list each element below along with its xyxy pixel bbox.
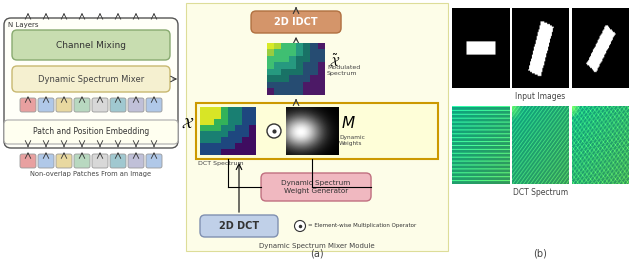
FancyBboxPatch shape bbox=[56, 98, 72, 112]
Text: DCT Spectrum: DCT Spectrum bbox=[513, 188, 568, 197]
FancyBboxPatch shape bbox=[128, 154, 144, 168]
Text: 2D IDCT: 2D IDCT bbox=[274, 17, 318, 27]
FancyBboxPatch shape bbox=[200, 215, 278, 237]
FancyBboxPatch shape bbox=[128, 98, 144, 112]
Text: Dynamic Spectrum Mixer: Dynamic Spectrum Mixer bbox=[38, 75, 144, 83]
FancyBboxPatch shape bbox=[110, 98, 126, 112]
FancyBboxPatch shape bbox=[20, 154, 36, 168]
Text: $\tilde{\mathcal{X}}$: $\tilde{\mathcal{X}}$ bbox=[329, 53, 340, 69]
Text: (a): (a) bbox=[310, 248, 324, 258]
FancyBboxPatch shape bbox=[12, 30, 170, 60]
Bar bbox=[186, 3, 448, 251]
FancyBboxPatch shape bbox=[12, 66, 170, 92]
Text: (b): (b) bbox=[534, 248, 547, 258]
Text: N Layers: N Layers bbox=[8, 22, 38, 28]
FancyBboxPatch shape bbox=[38, 154, 54, 168]
FancyBboxPatch shape bbox=[74, 98, 90, 112]
Text: Patch and Position Embedding: Patch and Position Embedding bbox=[33, 127, 149, 136]
Bar bbox=[196, 103, 438, 159]
Text: Dynamic Spectrum Mixer Module: Dynamic Spectrum Mixer Module bbox=[259, 243, 375, 249]
FancyBboxPatch shape bbox=[56, 154, 72, 168]
Circle shape bbox=[294, 220, 305, 231]
Text: Input Images: Input Images bbox=[515, 92, 566, 101]
Text: $M$: $M$ bbox=[341, 115, 356, 131]
Text: 2D DCT: 2D DCT bbox=[219, 221, 259, 231]
FancyBboxPatch shape bbox=[38, 98, 54, 112]
FancyBboxPatch shape bbox=[146, 98, 162, 112]
FancyBboxPatch shape bbox=[92, 98, 108, 112]
Text: DCT Spectrum: DCT Spectrum bbox=[198, 161, 244, 166]
FancyBboxPatch shape bbox=[146, 154, 162, 168]
FancyBboxPatch shape bbox=[74, 154, 90, 168]
FancyBboxPatch shape bbox=[4, 120, 178, 144]
FancyBboxPatch shape bbox=[261, 173, 371, 201]
Text: $\mathcal{X}$: $\mathcal{X}$ bbox=[180, 115, 194, 131]
Text: = Element-wise Multiplication Operator: = Element-wise Multiplication Operator bbox=[308, 224, 416, 229]
FancyBboxPatch shape bbox=[92, 154, 108, 168]
Text: Dynamic Spectrum
Weight Generator: Dynamic Spectrum Weight Generator bbox=[282, 180, 351, 193]
FancyBboxPatch shape bbox=[4, 18, 178, 148]
FancyBboxPatch shape bbox=[110, 154, 126, 168]
FancyBboxPatch shape bbox=[251, 11, 341, 33]
Text: Non-overlap Patches From an Image: Non-overlap Patches From an Image bbox=[31, 171, 152, 177]
Text: Modulated
Spectrum: Modulated Spectrum bbox=[327, 65, 360, 76]
FancyBboxPatch shape bbox=[20, 98, 36, 112]
Text: Channel Mixing: Channel Mixing bbox=[56, 41, 126, 49]
Circle shape bbox=[267, 124, 281, 138]
Text: Dynamic
Weights: Dynamic Weights bbox=[339, 135, 365, 146]
